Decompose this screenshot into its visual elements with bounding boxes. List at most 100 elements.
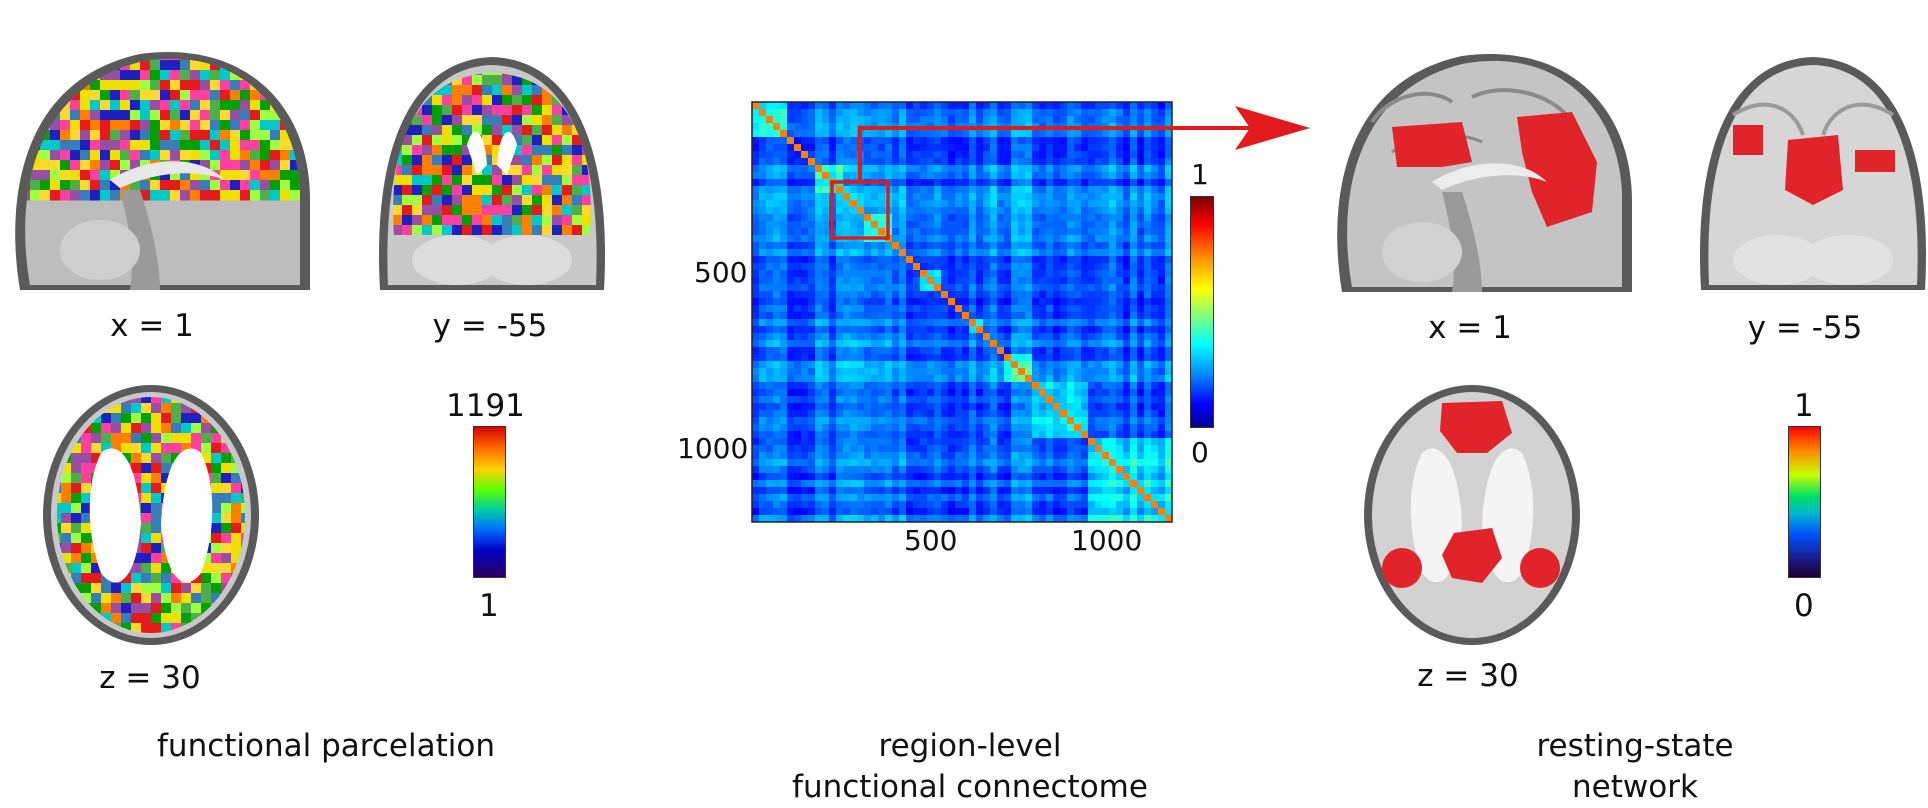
matrix-cell [1053, 207, 1060, 214]
matrix-cell [1060, 130, 1067, 137]
matrix-cell [955, 200, 962, 207]
parcel-cell [40, 180, 51, 191]
matrix-cell [1088, 431, 1095, 438]
matrix-cell [906, 382, 913, 389]
matrix-cell [759, 494, 766, 501]
matrix-cell [801, 501, 808, 508]
matrix-cell [885, 452, 892, 459]
parcel-cell [100, 90, 111, 101]
matrix-cell [1158, 263, 1165, 270]
matrix-cell [1088, 186, 1095, 193]
matrix-cell [1032, 214, 1039, 221]
parcel-cell [80, 60, 91, 71]
matrix-cell [1095, 221, 1102, 228]
parcel-cell [221, 543, 232, 554]
matrix-cell [892, 382, 899, 389]
matrix-cell [906, 494, 913, 501]
matrix-cell [759, 312, 766, 319]
parcel-cell [221, 383, 232, 394]
matrix-cell [1158, 368, 1165, 375]
matrix-cell [892, 389, 899, 396]
matrix-cell [829, 445, 836, 452]
matrix-cell [1130, 242, 1137, 249]
parcel-cell [602, 145, 613, 156]
matrix-cell [990, 214, 997, 221]
matrix-cell [892, 109, 899, 116]
matrix-cell [1032, 361, 1039, 368]
matrix-cell [829, 424, 836, 431]
matrix-cell [1025, 291, 1032, 298]
parcel-cell [130, 130, 141, 141]
matrix-cell [1004, 249, 1011, 256]
matrix-cell [780, 235, 787, 242]
parcel-cell [141, 413, 152, 424]
matrix-cell [801, 179, 808, 186]
matrix-cell [1053, 158, 1060, 165]
parcel-cell [10, 80, 21, 91]
parcel-cell [452, 85, 463, 96]
parcel-cell [211, 383, 222, 394]
matrix-cell [1109, 466, 1116, 473]
matrix-cell [1095, 186, 1102, 193]
matrix-cell [913, 333, 920, 340]
matrix-cell [1025, 494, 1032, 501]
matrix-cell [1060, 368, 1067, 375]
matrix-cell [787, 256, 794, 263]
matrix-cell [1123, 179, 1130, 186]
matrix-cell [1137, 123, 1144, 130]
parcel-cell [220, 110, 231, 121]
matrix-cell [1109, 172, 1116, 179]
matrix-cell [857, 326, 864, 333]
matrix-cell [815, 480, 822, 487]
matrix-cell [843, 284, 850, 291]
matrix-cell [955, 249, 962, 256]
matrix-cell [1116, 410, 1123, 417]
parcel-cell [432, 165, 443, 176]
matrix-cell [766, 144, 773, 151]
matrix-cell [1109, 494, 1116, 501]
matrix-cell [766, 298, 773, 305]
matrix-cell [1130, 340, 1137, 347]
matrix-cell [927, 347, 934, 354]
parcel-cell [30, 90, 41, 101]
matrix-cell [871, 256, 878, 263]
matrix-cell [920, 144, 927, 151]
matrix-cell [1095, 165, 1102, 172]
matrix-cell [913, 312, 920, 319]
parcel-cell [280, 60, 291, 71]
matrix-cell [759, 480, 766, 487]
matrix-cell [1109, 319, 1116, 326]
matrix-cell [801, 326, 808, 333]
matrix-cell [1046, 151, 1053, 158]
parcel-cell [462, 175, 473, 186]
matrix-cell [899, 270, 906, 277]
matrix-cell [990, 382, 997, 389]
matrix-cell [801, 193, 808, 200]
matrix-cell [997, 438, 1004, 445]
parcel-cell [150, 90, 161, 101]
matrix-cell [1116, 165, 1123, 172]
matrix-cell [976, 214, 983, 221]
parcel-cell [382, 55, 393, 66]
matrix-cell [773, 165, 780, 172]
parcel-cell [592, 135, 603, 146]
matrix-cell [1123, 137, 1130, 144]
matrix-cell [1011, 347, 1018, 354]
matrix-cell [1130, 249, 1137, 256]
matrix-cell [864, 242, 871, 249]
matrix-cell [1123, 340, 1130, 347]
matrix-cell [1074, 123, 1081, 130]
parcel-cell [130, 110, 141, 121]
matrix-cell [934, 375, 941, 382]
parcel-cell [221, 463, 232, 474]
matrix-cell [843, 144, 850, 151]
matrix-cell [822, 403, 829, 410]
parcel-cell [572, 195, 583, 206]
matrix-cell [1032, 123, 1039, 130]
matrix-cell [1151, 221, 1158, 228]
matrix-cell [829, 487, 836, 494]
parcel-cell [181, 433, 192, 444]
matrix-cell [1144, 235, 1151, 242]
parcel-cell [250, 180, 261, 191]
matrix-cell [1074, 305, 1081, 312]
